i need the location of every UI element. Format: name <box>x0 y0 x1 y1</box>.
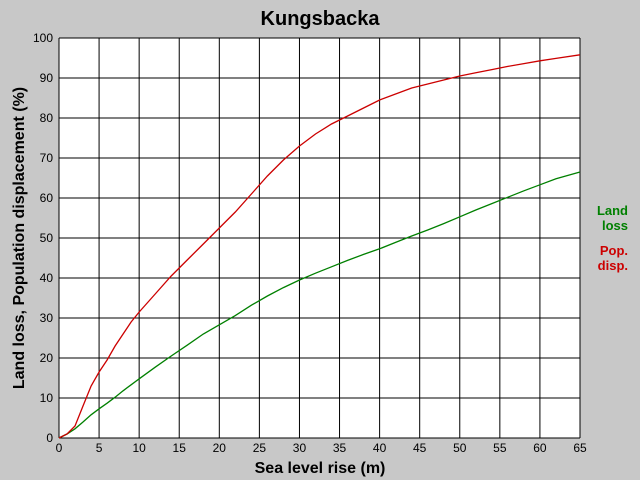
y-tick-label: 10 <box>40 391 54 405</box>
legend-entry-1: disp. <box>598 258 628 273</box>
x-tick-label: 60 <box>533 441 547 455</box>
x-tick-label: 10 <box>132 441 146 455</box>
y-tick-label: 70 <box>40 151 54 165</box>
x-tick-label: 50 <box>453 441 467 455</box>
y-tick-label: 90 <box>40 71 54 85</box>
series-line-0 <box>58 171 581 439</box>
y-tick-label: 20 <box>40 351 54 365</box>
series-line-1 <box>58 54 581 439</box>
x-tick-labels: 0 5 10 15 20 25 30 35 40 45 50 55 60 65 <box>56 441 587 455</box>
legend-entry-0: Land <box>597 203 628 218</box>
chart-title: Kungsbacka <box>261 8 381 30</box>
y-tick-label: 50 <box>40 231 54 245</box>
x-tick-label: 55 <box>493 441 507 455</box>
x-axis-label: Sea level rise (m) <box>255 460 386 477</box>
y-tick-label: 60 <box>40 191 54 205</box>
y-tick-label: 0 <box>46 431 53 445</box>
series-lines <box>58 54 581 439</box>
y-tick-label: 100 <box>33 31 53 45</box>
x-tick-label: 35 <box>333 441 347 455</box>
x-tick-label: 25 <box>253 441 267 455</box>
y-tick-label: 80 <box>40 111 54 125</box>
grid <box>58 37 581 439</box>
y-tick-label: 30 <box>40 311 54 325</box>
x-tick-label: 20 <box>213 441 227 455</box>
x-tick-label: 45 <box>413 441 427 455</box>
legend-entry-0: loss <box>602 218 628 233</box>
legend-entry-1: Pop. <box>600 243 628 258</box>
x-tick-label: 15 <box>173 441 187 455</box>
x-tick-label: 0 <box>56 441 63 455</box>
x-tick-label: 30 <box>293 441 307 455</box>
x-tick-label: 65 <box>573 441 587 455</box>
x-tick-label: 5 <box>96 441 103 455</box>
y-axis-label: Land loss, Population displacement (%) <box>11 87 28 389</box>
x-tick-label: 40 <box>373 441 387 455</box>
y-tick-labels: 0 10 20 30 40 50 60 70 80 90 100 <box>33 31 53 445</box>
y-tick-label: 40 <box>40 271 54 285</box>
